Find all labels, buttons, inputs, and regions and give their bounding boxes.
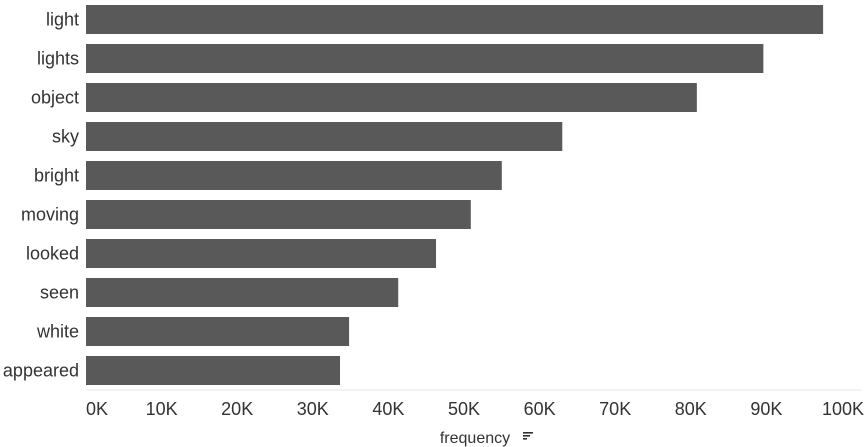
bar-object[interactable]	[86, 83, 697, 112]
bar-light[interactable]	[86, 5, 824, 34]
bar-lights[interactable]	[86, 44, 764, 73]
category-label-light: light	[46, 10, 79, 30]
x-axis-title[interactable]: frequency	[440, 430, 510, 447]
category-label-lights: lights	[37, 49, 79, 69]
bar-moving[interactable]	[86, 200, 471, 229]
x-tick-label: 50K	[448, 399, 480, 419]
category-label-white: white	[36, 322, 79, 342]
category-label-looked: looked	[26, 244, 79, 264]
x-tick-label: 20K	[221, 399, 253, 419]
category-label-appeared: appeared	[3, 361, 79, 381]
bar-looked[interactable]	[86, 239, 437, 268]
bars-layer	[86, 5, 824, 385]
category-label-seen: seen	[40, 283, 79, 303]
x-tick-label: 70K	[599, 399, 631, 419]
x-tick-label: 30K	[297, 399, 329, 419]
x-tick-label: 80K	[675, 399, 707, 419]
x-tick-label: 40K	[372, 399, 404, 419]
category-label-object: object	[31, 88, 79, 108]
bar-white[interactable]	[86, 317, 350, 346]
category-labels: light lights object sky bright moving looked se…	[3, 10, 79, 381]
bar-bright[interactable]	[86, 161, 502, 190]
x-axis-ticks: 0K 10K 20K 30K 40K 50K 60K 70K 80K 90K 100K	[86, 399, 864, 419]
x-tick-label: 10K	[146, 399, 178, 419]
category-label-bright: bright	[34, 166, 79, 186]
bar-sky[interactable]	[86, 122, 563, 151]
category-label-sky: sky	[52, 127, 79, 147]
x-tick-label: 60K	[524, 399, 556, 419]
x-tick-label: 0K	[86, 399, 108, 419]
x-tick-label: 100K	[822, 399, 864, 419]
sort-descending-icon[interactable]	[523, 432, 533, 440]
bar-appeared[interactable]	[86, 356, 341, 385]
category-label-moving: moving	[21, 205, 79, 225]
bar-seen[interactable]	[86, 278, 399, 307]
x-tick-label: 90K	[750, 399, 782, 419]
